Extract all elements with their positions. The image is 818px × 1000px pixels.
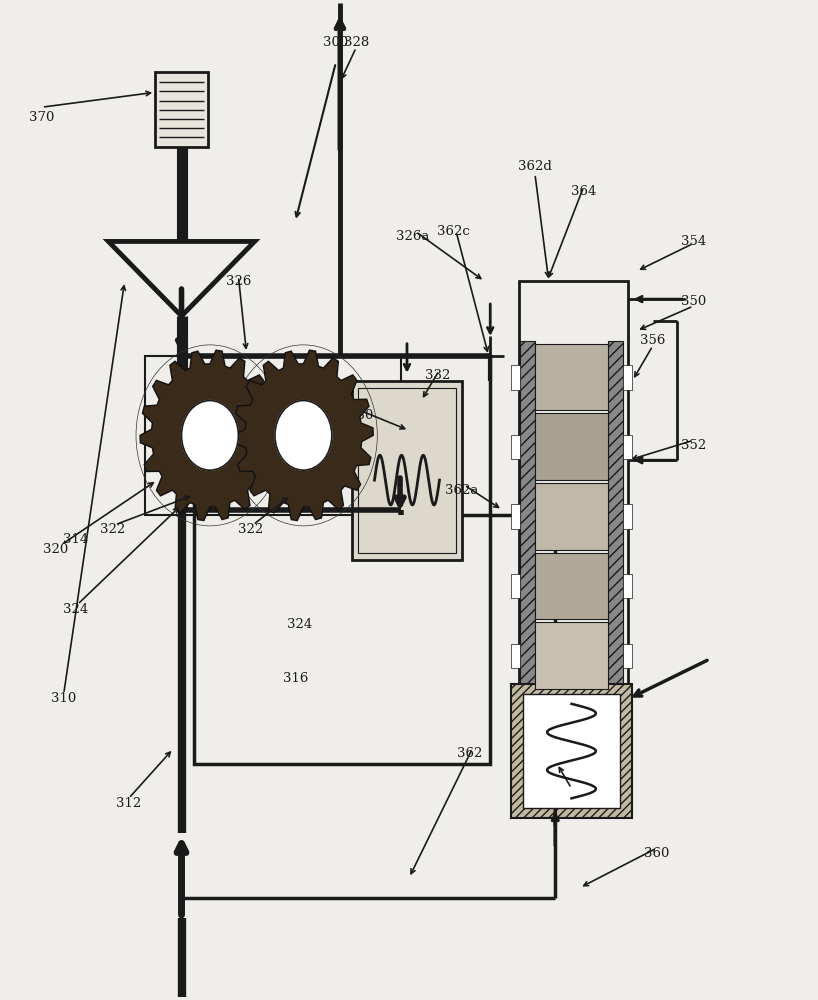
Circle shape [275,401,332,470]
Text: 360: 360 [644,847,669,860]
Polygon shape [233,350,373,521]
Text: 328: 328 [344,36,369,49]
Text: 330: 330 [348,409,373,422]
Bar [520,341,535,689]
Text: 326a: 326a [397,230,429,243]
Bar [622,435,632,459]
Text: 320: 320 [43,543,68,556]
Text: 362b: 362b [555,787,588,800]
Polygon shape [140,350,280,521]
Bar [523,694,620,808]
Text: 354: 354 [681,235,706,248]
Bar [510,574,520,598]
Bar [155,72,208,147]
Text: 362: 362 [457,747,483,760]
Bar [622,504,632,529]
Bar [510,684,632,818]
Text: 312: 312 [116,797,142,810]
Text: 324: 324 [286,618,312,631]
Text: 314: 314 [63,533,88,546]
Text: 370: 370 [29,111,55,124]
Text: 310: 310 [51,692,76,705]
Text: 362a: 362a [445,484,479,497]
Bar [535,483,608,550]
Text: 322: 322 [100,523,125,536]
Text: 322: 322 [238,523,263,536]
Text: 326: 326 [226,275,251,288]
Text: 350: 350 [681,295,706,308]
Text: 362d: 362d [518,160,552,173]
Text: 356: 356 [640,334,665,347]
Bar [357,388,456,553]
Bar [510,365,520,390]
Bar [622,365,632,390]
Bar [352,381,462,560]
Bar [535,622,608,689]
Bar [519,281,628,798]
Bar [535,413,608,480]
Text: 362c: 362c [438,225,470,238]
Text: 332: 332 [425,369,450,382]
Bar [608,341,622,689]
Bar [535,344,608,410]
Bar [510,644,520,668]
Text: 316: 316 [282,672,308,686]
Bar [145,356,401,515]
Bar [510,435,520,459]
Text: 352: 352 [681,439,706,452]
Bar [510,504,520,529]
Bar [622,644,632,668]
Text: 324: 324 [63,603,88,616]
Text: 364: 364 [571,185,596,198]
Bar [622,574,632,598]
Bar [194,356,490,764]
Circle shape [182,401,238,470]
Bar [535,553,608,619]
Text: 300: 300 [323,36,348,49]
